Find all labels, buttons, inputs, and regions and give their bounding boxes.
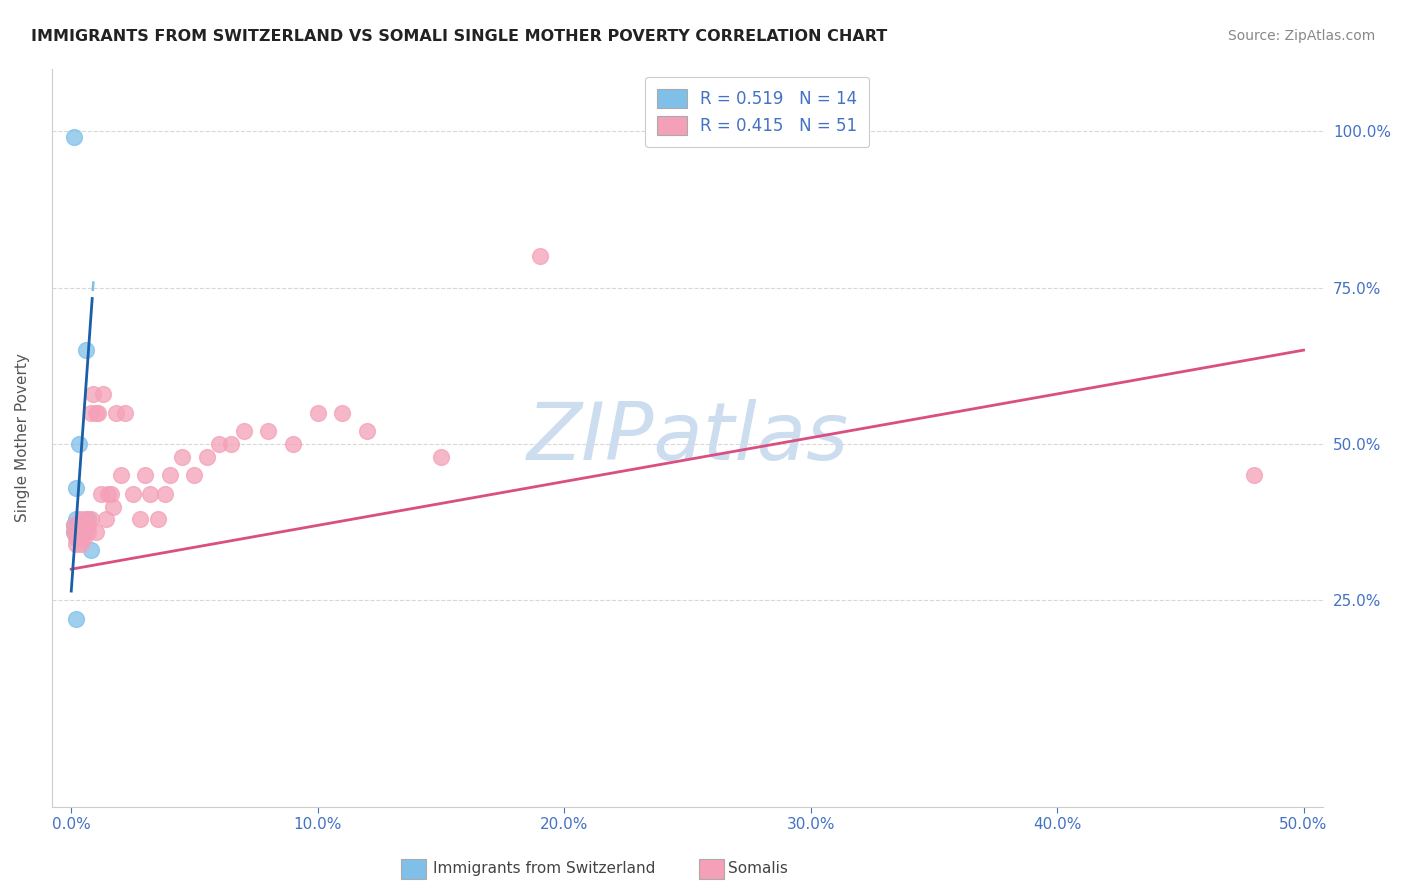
- Point: [62, 524, 84, 539]
- Point: [101, 500, 124, 514]
- Bar: [699, 859, 724, 879]
- Point: [110, 468, 132, 483]
- Point: [80, 512, 103, 526]
- Point: [65, 612, 87, 626]
- Point: [91, 387, 114, 401]
- Point: [77, 518, 100, 533]
- Point: [67, 518, 90, 533]
- Point: [232, 425, 254, 439]
- Point: [70, 518, 93, 533]
- Point: [70, 512, 93, 526]
- Point: [1243, 468, 1265, 483]
- Point: [65, 531, 87, 545]
- Point: [134, 468, 156, 483]
- Point: [307, 406, 329, 420]
- Point: [77, 524, 100, 539]
- Point: [330, 406, 353, 420]
- Point: [67, 437, 90, 451]
- Point: [80, 406, 103, 420]
- Point: [221, 437, 243, 451]
- Text: Immigrants from Switzerland: Immigrants from Switzerland: [433, 862, 655, 876]
- Text: Somalis: Somalis: [728, 862, 789, 876]
- Point: [65, 481, 87, 495]
- Point: [70, 537, 93, 551]
- Point: [62, 130, 84, 145]
- Point: [114, 406, 136, 420]
- Point: [84, 406, 107, 420]
- Point: [94, 512, 117, 526]
- Point: [139, 487, 162, 501]
- Point: [84, 524, 107, 539]
- Point: [62, 518, 84, 533]
- Point: [77, 512, 100, 526]
- Point: [87, 406, 110, 420]
- Point: [129, 512, 152, 526]
- Point: [183, 468, 205, 483]
- Point: [62, 524, 84, 539]
- Point: [65, 512, 87, 526]
- Point: [67, 518, 90, 533]
- Point: [159, 468, 181, 483]
- Y-axis label: Single Mother Poverty: Single Mother Poverty: [15, 353, 30, 522]
- Point: [208, 437, 231, 451]
- Point: [72, 524, 94, 539]
- Point: [72, 531, 94, 545]
- Point: [65, 537, 87, 551]
- Point: [281, 437, 304, 451]
- Point: [172, 450, 194, 464]
- Point: [356, 425, 378, 439]
- Text: Source: ZipAtlas.com: Source: ZipAtlas.com: [1227, 29, 1375, 43]
- Point: [529, 249, 551, 263]
- Point: [75, 512, 97, 526]
- Point: [121, 487, 143, 501]
- Point: [72, 524, 94, 539]
- Point: [430, 450, 453, 464]
- Bar: [401, 859, 426, 879]
- Point: [67, 524, 90, 539]
- Point: [257, 425, 280, 439]
- Point: [146, 512, 169, 526]
- Point: [80, 543, 103, 558]
- Text: IMMIGRANTS FROM SWITZERLAND VS SOMALI SINGLE MOTHER POVERTY CORRELATION CHART: IMMIGRANTS FROM SWITZERLAND VS SOMALI SI…: [31, 29, 887, 44]
- Point: [62, 518, 84, 533]
- Text: ZIPatlas: ZIPatlas: [526, 399, 848, 476]
- Point: [75, 343, 97, 358]
- Point: [90, 487, 112, 501]
- Point: [75, 518, 97, 533]
- Point: [97, 487, 120, 501]
- Point: [67, 531, 90, 545]
- Legend: R = 0.519   N = 14, R = 0.415   N = 51: R = 0.519 N = 14, R = 0.415 N = 51: [645, 77, 869, 147]
- Point: [153, 487, 176, 501]
- Point: [100, 487, 122, 501]
- Point: [82, 387, 104, 401]
- Point: [195, 450, 218, 464]
- Point: [104, 406, 127, 420]
- Point: [65, 524, 87, 539]
